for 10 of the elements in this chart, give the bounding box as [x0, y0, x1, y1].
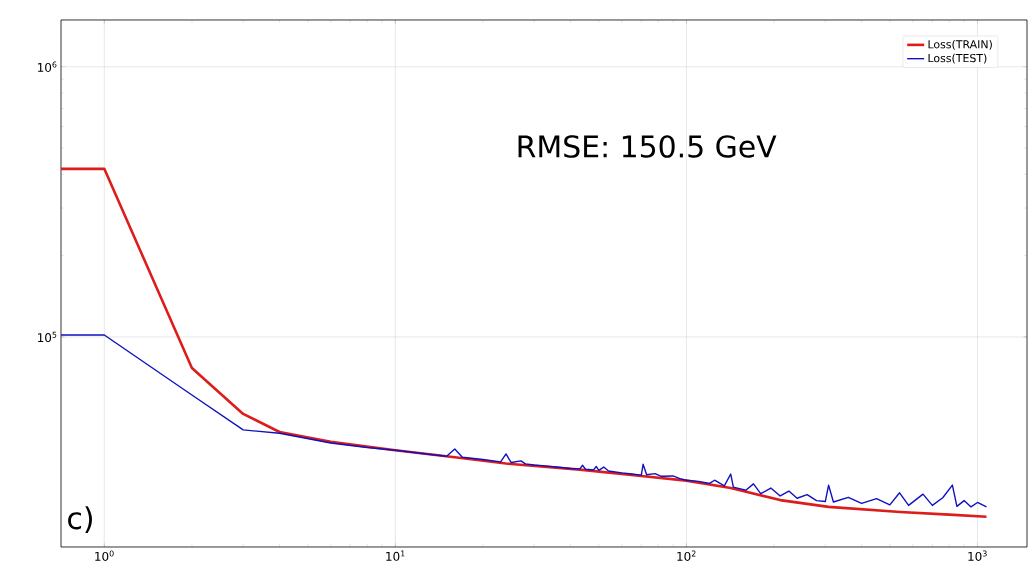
x-tick-label: 10$^{3}$	[968, 550, 987, 561]
legend-label: Loss(TRAIN)	[928, 39, 992, 50]
y-tick-label: 10$^{5}$	[38, 331, 57, 343]
annotation: RMSE: 150.5 GeV	[518, 135, 777, 158]
x-tick-label: 10$^{1}$	[386, 550, 405, 561]
legend-label: Loss(TEST)	[928, 53, 987, 64]
x-tick-label: 10$^{2}$	[677, 550, 696, 561]
annotation: c)	[68, 506, 92, 533]
y-tick-label: 10$^{6}$	[38, 61, 57, 72]
x-tick-label: 10$^{0}$	[95, 550, 114, 561]
